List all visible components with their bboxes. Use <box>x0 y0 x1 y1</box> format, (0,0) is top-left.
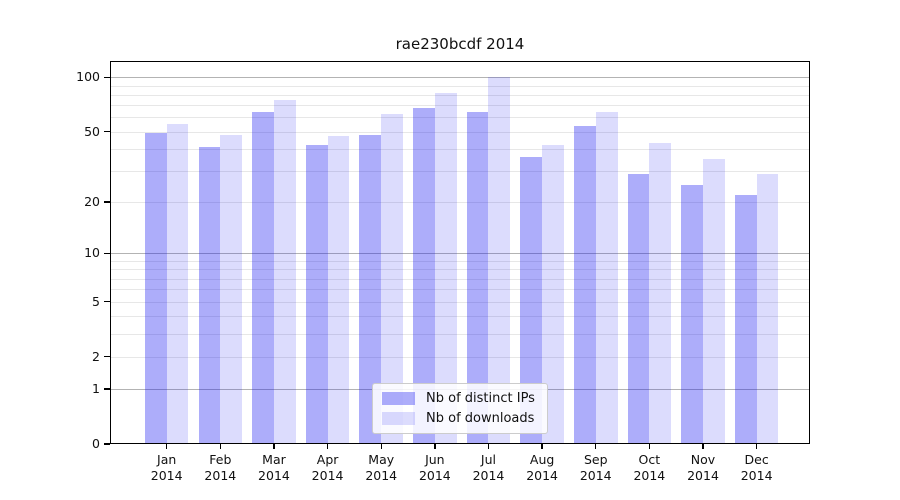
major-gridline <box>110 253 810 255</box>
bar-distinct-ips <box>734 194 757 444</box>
x-tick <box>326 444 329 449</box>
bar-distinct-ips <box>573 125 596 444</box>
bar-downloads <box>756 173 779 444</box>
y-tick-label: 100 <box>76 69 100 85</box>
bar-downloads <box>434 92 457 444</box>
x-tick-label: May 2014 <box>365 452 398 483</box>
bar-distinct-ips <box>359 134 382 444</box>
major-gridline <box>110 77 810 79</box>
minor-gridline <box>110 148 810 150</box>
minor-gridline <box>110 202 810 204</box>
x-tick <box>541 444 543 449</box>
bar-downloads <box>488 77 511 444</box>
bar-distinct-ips <box>520 157 543 444</box>
x-tick <box>380 444 382 449</box>
x-tick <box>755 444 758 449</box>
x-tick <box>648 444 651 449</box>
bar-downloads <box>166 124 189 444</box>
minor-gridline <box>110 278 810 280</box>
x-tick-label: Jan 2014 <box>150 452 183 483</box>
minor-gridline <box>110 289 810 291</box>
bar-downloads <box>595 112 618 444</box>
bar-downloads <box>273 99 296 444</box>
y-tick <box>104 388 110 390</box>
x-tick <box>595 444 597 449</box>
minor-gridline <box>110 269 810 271</box>
y-tick <box>104 356 110 358</box>
y-tick-label: 50 <box>84 123 100 139</box>
minor-gridline <box>110 105 810 107</box>
minor-gridline <box>110 316 810 318</box>
y-tick <box>104 201 110 203</box>
bar-distinct-ips <box>305 145 328 444</box>
x-tick-label: Aug 2014 <box>526 452 559 483</box>
x-tick-label: Apr 2014 <box>311 452 344 483</box>
legend-swatch-distinct-ips-icon <box>382 392 415 405</box>
x-tick <box>487 444 490 449</box>
y-tick <box>104 130 110 133</box>
minor-gridline <box>110 117 810 119</box>
minor-gridline <box>110 85 810 87</box>
x-tick-label: Mar 2014 <box>258 452 290 483</box>
bar-downloads <box>649 143 672 444</box>
x-tick-label: Jul 2014 <box>472 452 505 483</box>
bar-distinct-ips <box>198 147 221 444</box>
y-tick <box>104 443 110 445</box>
x-tick-label: Oct 2014 <box>633 452 666 483</box>
y-tick-label: 10 <box>84 245 100 261</box>
x-tick <box>273 444 275 449</box>
y-tick-label: 1 <box>92 380 100 396</box>
legend-item-distinct-ips: Nb of distinct IPs <box>382 391 535 406</box>
minor-gridline <box>110 94 810 96</box>
legend: Nb of distinct IPs Nb of downloads <box>372 383 548 434</box>
y-tick-label: 20 <box>84 194 100 210</box>
x-tick <box>434 444 436 449</box>
x-tick-label: Sep 2014 <box>579 452 612 483</box>
x-tick-label: Dec 2014 <box>740 452 773 483</box>
x-tick-label: Feb 2014 <box>204 452 237 483</box>
bar-downloads <box>381 113 404 444</box>
chart-title: rae230bcdf 2014 <box>395 35 525 53</box>
y-tick-label: 0 <box>92 436 100 451</box>
bar-distinct-ips <box>681 185 703 444</box>
x-tick <box>166 444 168 449</box>
x-tick-label: Nov 2014 <box>687 452 719 483</box>
y-tick <box>104 76 110 78</box>
bar-distinct-ips <box>627 173 650 444</box>
bar-downloads <box>542 145 564 444</box>
legend-label-distinct-ips: Nb of distinct IPs <box>426 391 535 406</box>
minor-gridline <box>110 301 810 303</box>
minor-gridline <box>110 261 810 263</box>
legend-item-downloads: Nb of downloads <box>382 411 535 426</box>
bar-distinct-ips <box>144 133 167 444</box>
y-tick-label: 2 <box>92 348 100 364</box>
legend-swatch-downloads-icon <box>382 412 415 425</box>
y-tick <box>104 300 110 303</box>
y-tick-label: 5 <box>92 293 100 309</box>
y-tick <box>104 252 110 255</box>
bar-downloads <box>327 136 350 444</box>
bar-downloads <box>703 159 725 444</box>
x-tick-label: Jun 2014 <box>418 452 451 483</box>
bar-distinct-ips <box>466 112 489 444</box>
minor-gridline <box>110 356 810 358</box>
minor-gridline <box>110 171 810 173</box>
plot-area: 0 1 2 5 10 20 50 100 Jan 2014 Feb 2014 Mar 2014 Apr… <box>76 61 810 483</box>
bar-distinct-ips <box>413 107 435 444</box>
minor-gridline <box>110 131 810 133</box>
x-tick <box>702 444 704 449</box>
minor-gridline <box>110 333 810 335</box>
legend-label-downloads: Nb of downloads <box>426 411 535 426</box>
x-tick <box>219 444 222 449</box>
bar-distinct-ips <box>252 112 274 444</box>
bar-downloads <box>220 134 243 444</box>
